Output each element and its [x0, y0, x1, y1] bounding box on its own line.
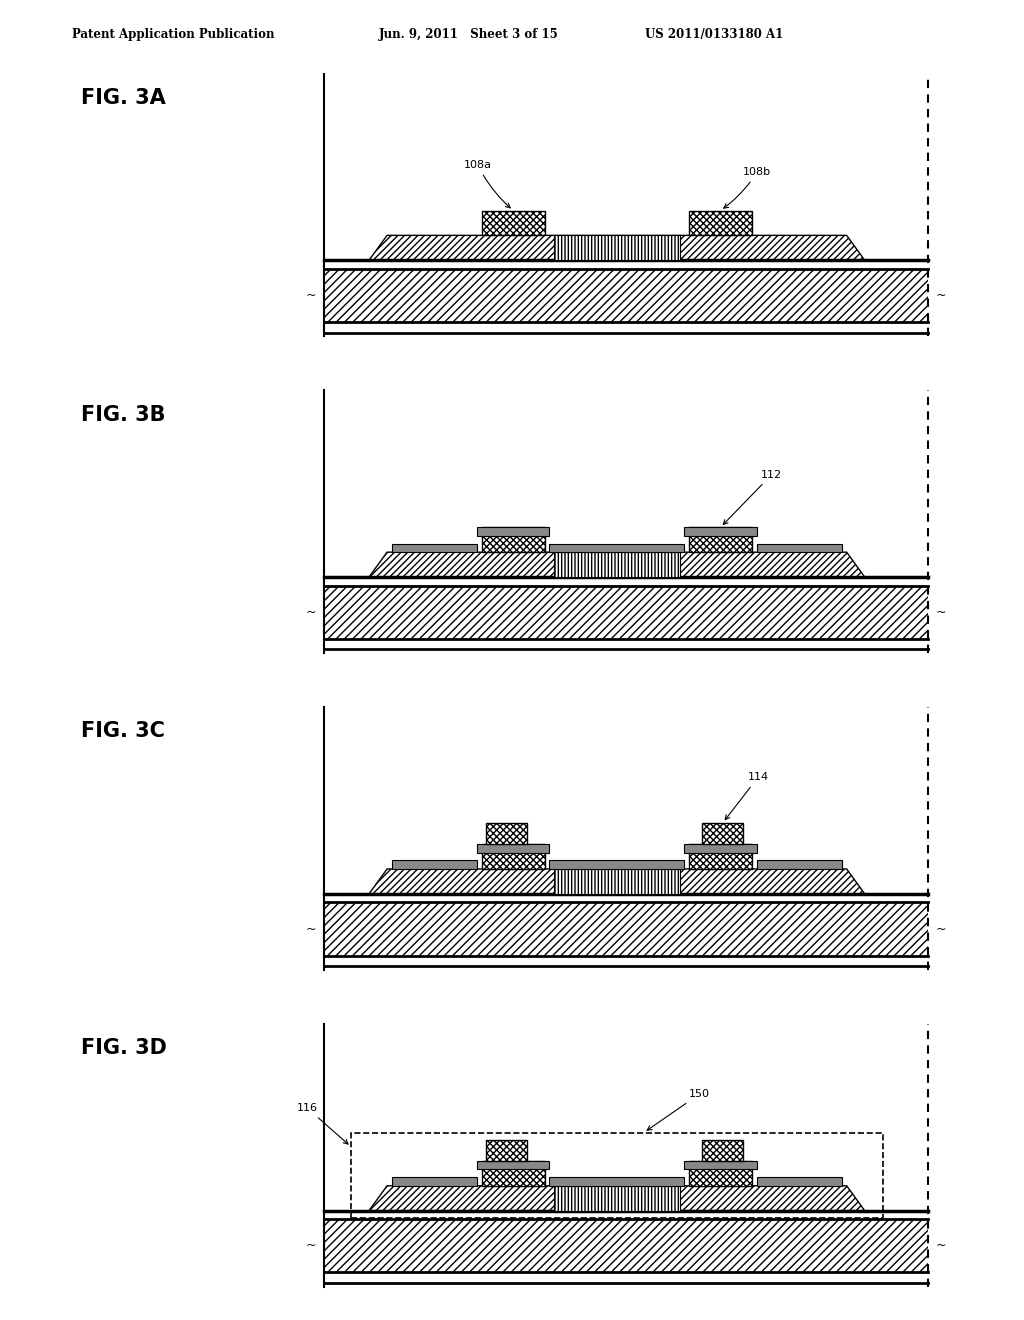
Bar	[391, 544, 477, 552]
Polygon shape	[554, 552, 680, 577]
Text: 114: 114	[725, 772, 769, 820]
Bar	[481, 1160, 545, 1185]
Bar	[477, 1160, 549, 1170]
Text: FIG. 3D: FIG. 3D	[81, 1038, 167, 1059]
Text: 108b: 108b	[724, 168, 771, 209]
Bar	[549, 1177, 684, 1185]
Polygon shape	[369, 552, 864, 577]
Text: FIG. 3A: FIG. 3A	[81, 88, 166, 108]
Text: ~: ~	[305, 923, 315, 936]
Text: ~: ~	[305, 606, 315, 619]
Text: 108a: 108a	[464, 160, 510, 207]
Bar	[549, 861, 684, 869]
Bar	[702, 1139, 743, 1160]
Polygon shape	[369, 1185, 864, 1210]
Bar	[689, 1160, 752, 1185]
Bar	[324, 586, 928, 639]
Text: ~: ~	[936, 1239, 946, 1253]
Bar	[481, 843, 545, 869]
Bar	[702, 822, 743, 843]
Polygon shape	[554, 869, 680, 894]
Text: US 2011/0133180 A1: US 2011/0133180 A1	[645, 28, 783, 41]
Bar	[481, 210, 545, 235]
Bar	[757, 544, 842, 552]
Text: 112: 112	[723, 470, 782, 524]
Polygon shape	[369, 235, 864, 260]
Bar	[324, 269, 928, 322]
Polygon shape	[369, 869, 864, 894]
Bar	[324, 1220, 928, 1272]
Bar	[757, 861, 842, 869]
Text: FIG. 3C: FIG. 3C	[81, 721, 165, 742]
Bar	[684, 1160, 757, 1170]
Text: ~: ~	[936, 289, 946, 302]
Bar	[549, 544, 684, 552]
Bar	[689, 210, 752, 235]
Text: FIG. 3B: FIG. 3B	[81, 404, 165, 425]
Text: Jun. 9, 2011   Sheet 3 of 15: Jun. 9, 2011 Sheet 3 of 15	[379, 28, 559, 41]
Bar	[689, 843, 752, 869]
Bar	[391, 1177, 477, 1185]
Bar	[481, 527, 545, 552]
Bar	[477, 843, 549, 853]
Polygon shape	[554, 1185, 680, 1210]
Bar	[477, 527, 549, 536]
Text: 150: 150	[647, 1089, 710, 1130]
Bar	[757, 1177, 842, 1185]
Polygon shape	[554, 235, 680, 260]
Bar	[324, 903, 928, 956]
Text: ~: ~	[936, 606, 946, 619]
Text: 116: 116	[297, 1104, 348, 1144]
Text: Patent Application Publication: Patent Application Publication	[72, 28, 274, 41]
Bar	[684, 843, 757, 853]
Text: ~: ~	[305, 1239, 315, 1253]
Bar	[351, 1133, 883, 1217]
Bar	[684, 527, 757, 536]
Text: ~: ~	[305, 289, 315, 302]
Bar	[486, 1139, 526, 1160]
Text: ~: ~	[936, 923, 946, 936]
Bar	[486, 822, 526, 843]
Bar	[689, 527, 752, 552]
Bar	[391, 861, 477, 869]
